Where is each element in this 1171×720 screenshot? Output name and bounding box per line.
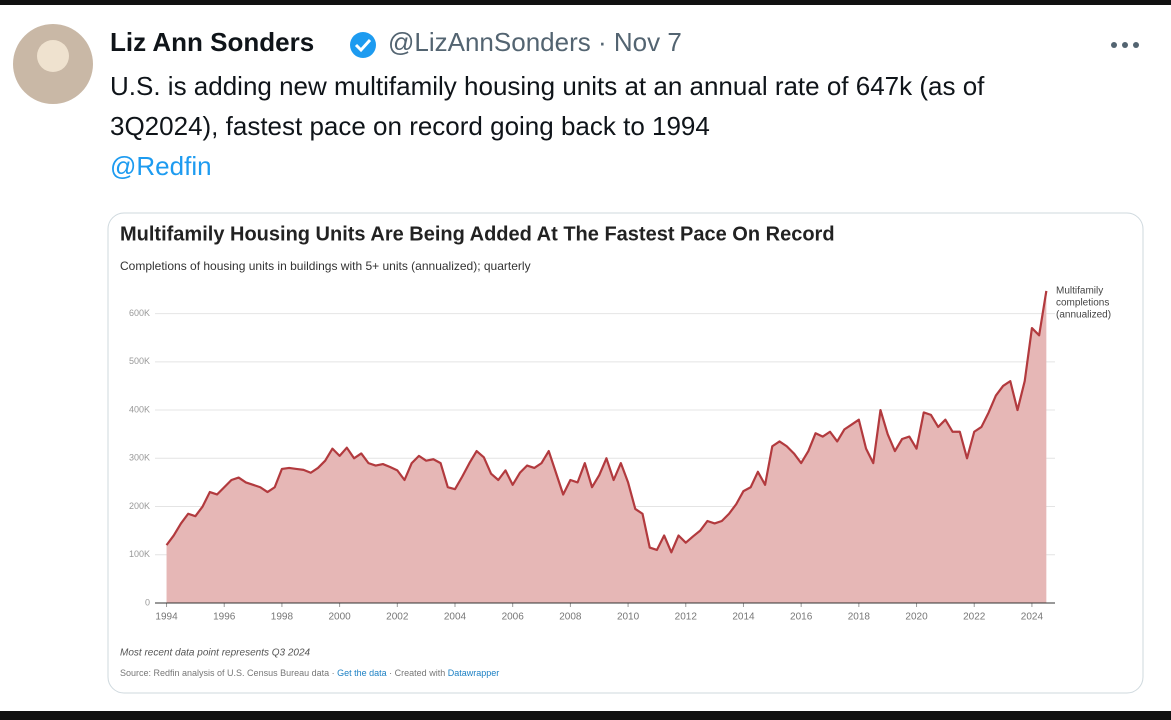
chart-source: Source: Redfin analysis of U.S. Census B… bbox=[120, 668, 499, 678]
x-tick-label: 2016 bbox=[790, 612, 813, 623]
source-text: Source: Redfin analysis of U.S. Census B… bbox=[120, 668, 337, 678]
author-name[interactable]: Liz Ann Sonders bbox=[110, 27, 314, 57]
x-tick-label: 2014 bbox=[732, 612, 755, 623]
x-tick-label: 2010 bbox=[617, 612, 640, 623]
series-line bbox=[165, 290, 1048, 554]
datawrapper-link[interactable]: Datawrapper bbox=[448, 668, 500, 678]
data-link[interactable]: Get the data bbox=[337, 668, 387, 678]
chart-title: Multifamily Housing Units Are Being Adde… bbox=[120, 223, 835, 245]
line-annotation: completions bbox=[1056, 298, 1109, 309]
chart-subtitle: Completions of housing units in building… bbox=[120, 259, 531, 273]
line-annotation: (annualized) bbox=[1056, 310, 1111, 321]
avatar-face bbox=[37, 40, 69, 72]
y-tick-label: 400K bbox=[129, 404, 150, 414]
area-fill bbox=[166, 290, 1047, 603]
verified-check bbox=[354, 38, 372, 53]
mention[interactable]: @Redfin bbox=[110, 151, 212, 181]
y-tick-label: 100K bbox=[129, 549, 150, 559]
y-tick-label: 300K bbox=[129, 453, 150, 463]
tweet-text: U.S. is adding new multifamily housing u… bbox=[110, 71, 985, 101]
verified-badge bbox=[350, 32, 376, 58]
tweet-text: 3Q2024), fastest pace on record going ba… bbox=[110, 111, 710, 141]
y-tick-label: 200K bbox=[129, 501, 150, 511]
x-tick-label: 2012 bbox=[675, 612, 698, 623]
x-tick-label: 2004 bbox=[444, 612, 467, 623]
date[interactable]: Nov 7 bbox=[614, 27, 682, 57]
top-edge bbox=[0, 0, 1171, 5]
x-tick-label: 1994 bbox=[155, 612, 178, 623]
x-tick-label: 1998 bbox=[271, 612, 294, 623]
bottom-edge bbox=[0, 711, 1171, 720]
y-tick-label: 600K bbox=[129, 308, 150, 318]
line-annotation: Multifamily bbox=[1056, 286, 1103, 297]
x-tick-label: 1996 bbox=[213, 612, 236, 623]
x-tick-label: 2002 bbox=[386, 612, 409, 623]
x-tick-label: 2000 bbox=[328, 612, 351, 623]
x-tick-label: 2020 bbox=[905, 612, 928, 623]
x-tick-label: 2008 bbox=[559, 612, 582, 623]
chart: Multifamily Housing Units Are Being Adde… bbox=[120, 223, 1111, 678]
y-tick-label: 0 bbox=[145, 597, 150, 607]
x-tick-label: 2018 bbox=[848, 612, 871, 623]
y-tick-label: 500K bbox=[129, 356, 150, 366]
x-tick-label: 2006 bbox=[502, 612, 525, 623]
separator: · bbox=[598, 27, 607, 57]
more-menu[interactable] bbox=[1111, 42, 1139, 48]
source-text: · Created with bbox=[387, 668, 448, 678]
x-tick-label: 2024 bbox=[1021, 612, 1044, 623]
tweet-meta: @LizAnnSonders · Nov 7 bbox=[388, 27, 682, 57]
chart-note: Most recent data point represents Q3 202… bbox=[120, 648, 311, 659]
x-tick-label: 2022 bbox=[963, 612, 986, 623]
handle[interactable]: @LizAnnSonders bbox=[388, 27, 591, 57]
